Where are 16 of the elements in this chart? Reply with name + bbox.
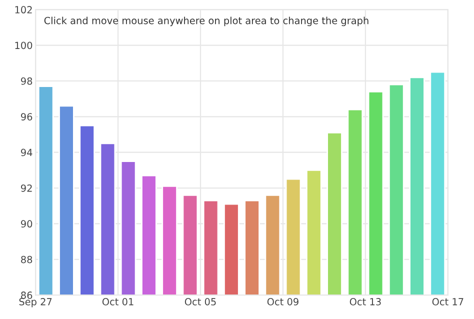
y-tick-label: 92 — [21, 184, 32, 192]
y-tick-label: 96 — [21, 113, 32, 120]
x-tick-label: Oct 05 — [184, 298, 216, 306]
x-tick-label: Oct 13 — [350, 298, 381, 306]
y-tick-label: 98 — [21, 77, 32, 85]
x-tick-label: Oct 09 — [267, 298, 298, 306]
annotation: Click and move mouse anywhere on plot area to change the graph — [44, 16, 368, 26]
x-tick-label: Oct 17 — [432, 298, 464, 306]
x-tick-label: Oct 01 — [102, 298, 134, 306]
y-tick-label: 100 — [15, 42, 32, 50]
y-tick-label: 102 — [15, 6, 32, 14]
y-tick-label: 90 — [21, 220, 32, 228]
y-tick-label: 88 — [21, 256, 32, 264]
y-tick-label: 94 — [21, 148, 32, 156]
y-tick-label: 86 — [21, 292, 32, 299]
x-tick-label: Sep 27 — [19, 298, 52, 308]
